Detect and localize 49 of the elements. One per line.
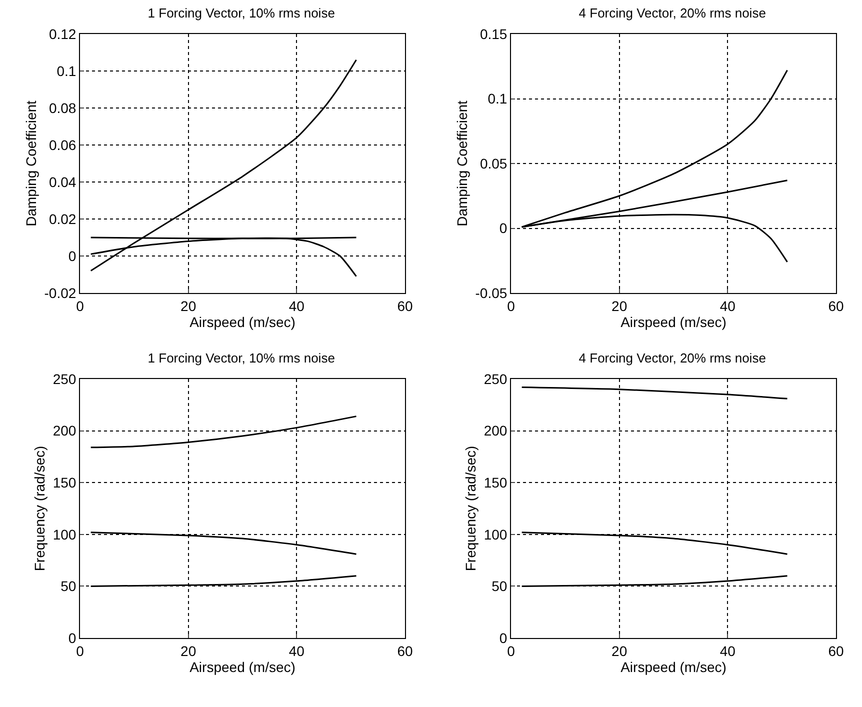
y-axis-title: Damping Coefficient [22, 100, 39, 226]
y-tick-label: 150 [484, 474, 508, 490]
y-tick-label: 200 [484, 422, 508, 439]
x-axis-title: Airspeed (m/sec) [190, 314, 296, 330]
y-tick-label: 200 [52, 422, 76, 439]
chart-title: 4 Forcing Vector, 20% rms noise [578, 6, 766, 21]
y-tick-label: 0 [499, 220, 508, 236]
x-tick-label: 20 [612, 298, 628, 314]
y-tick-label: 0.05 [480, 155, 508, 172]
x-axis-title: Airspeed (m/sec) [190, 659, 296, 676]
x-axis-title: Airspeed (m/sec) [620, 314, 726, 330]
x-tick-label: 60 [397, 298, 413, 314]
y-tick-label: 0 [68, 248, 76, 264]
y-axis-title: Frequency (rad/sec) [31, 446, 48, 572]
x-tick-label: 40 [288, 298, 305, 314]
y-axis-title: Frequency (rad/sec) [462, 446, 478, 572]
y-tick-label: 0.12 [48, 26, 76, 42]
chart-title: 4 Forcing Vector, 20% rms noise [578, 350, 766, 366]
y-tick-label: 0.02 [48, 210, 76, 227]
x-tick-label: 60 [828, 298, 844, 314]
y-tick-label: 0.1 [56, 62, 76, 79]
y-tick-label: 0.1 [488, 90, 508, 107]
x-tick-label: 40 [288, 642, 305, 659]
x-tick-label: 20 [180, 298, 196, 314]
y-tick-label: 50 [492, 578, 508, 594]
y-tick-label: -0.02 [44, 284, 76, 301]
y-tick-label: -0.05 [475, 284, 508, 301]
x-tick-label: 60 [828, 642, 844, 659]
x-tick-label: 20 [612, 642, 628, 659]
y-tick-label: 250 [52, 370, 76, 387]
y-tick-label: 100 [484, 526, 508, 542]
y-tick-label: 0.04 [48, 174, 76, 190]
y-tick-label: 0 [499, 630, 508, 646]
x-tick-label: 60 [397, 642, 413, 659]
y-tick-label: 50 [60, 578, 76, 594]
y-axis-title: Damping Coefficient [454, 100, 470, 226]
x-tick-label: 20 [180, 642, 196, 659]
x-tick-label: 40 [720, 642, 736, 659]
y-tick-label: 0 [68, 630, 76, 646]
y-tick-label: 0.06 [48, 136, 76, 153]
x-tick-label: 40 [720, 298, 736, 314]
y-tick-label: 100 [52, 526, 76, 542]
y-tick-label: 250 [484, 370, 508, 387]
y-tick-label: 150 [52, 474, 76, 490]
x-axis-title: Airspeed (m/sec) [620, 659, 726, 676]
chart-title: 1 Forcing Vector, 10% rms noise [148, 6, 335, 21]
y-tick-label: 0.08 [48, 100, 76, 116]
chart-title: 1 Forcing Vector, 10% rms noise [148, 350, 335, 366]
y-tick-label: 0.15 [480, 26, 508, 42]
